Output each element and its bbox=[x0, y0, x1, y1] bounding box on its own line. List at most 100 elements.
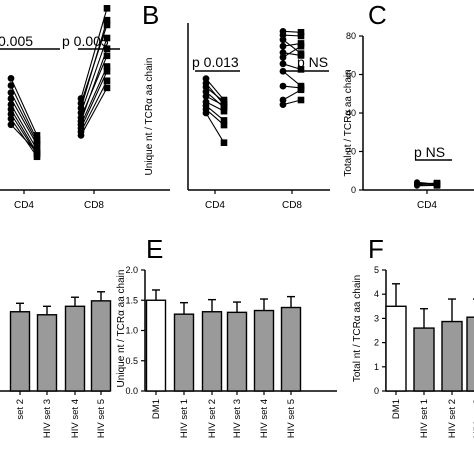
data-point-square bbox=[297, 96, 305, 104]
bar bbox=[226, 311, 248, 392]
pair-line bbox=[10, 78, 38, 136]
data-point-square bbox=[297, 52, 305, 59]
data-point-square bbox=[297, 42, 305, 50]
data-point-circle bbox=[7, 89, 15, 97]
data-point-square bbox=[103, 45, 111, 52]
bar bbox=[201, 311, 223, 392]
x-category-label: DM1 bbox=[151, 399, 162, 419]
pair-line bbox=[10, 108, 38, 154]
data-point-circle bbox=[279, 53, 287, 61]
pair-line bbox=[80, 20, 108, 109]
x-category-label: CD4 bbox=[14, 200, 34, 211]
p-value-label: p NS bbox=[414, 144, 445, 160]
data-point-circle bbox=[202, 92, 210, 100]
data-point-square bbox=[297, 86, 305, 94]
panel-letter: B bbox=[142, 0, 159, 30]
bar bbox=[413, 327, 435, 392]
pair-line bbox=[10, 104, 38, 150]
y-tick-label: 1.5 bbox=[125, 295, 138, 305]
y-tick-label: 20 bbox=[346, 147, 356, 157]
data-point-square bbox=[297, 66, 305, 73]
data-point-square bbox=[103, 34, 111, 42]
data-point-circle bbox=[202, 109, 210, 117]
x-category-label: CD8 bbox=[84, 200, 104, 211]
y-tick-label: 1 bbox=[374, 362, 379, 372]
data-point-square bbox=[103, 77, 111, 85]
pair-line bbox=[80, 55, 108, 118]
data-point-circle bbox=[7, 82, 15, 89]
bar bbox=[173, 313, 195, 392]
y-tick-label: 0.0 bbox=[125, 386, 138, 396]
x-category-label: HIV set 4 bbox=[259, 399, 270, 438]
bar bbox=[9, 311, 31, 392]
data-point-square bbox=[103, 67, 111, 75]
pair-line bbox=[80, 48, 108, 122]
data-point-circle bbox=[7, 110, 15, 118]
panel-letter: F bbox=[368, 234, 384, 264]
data-point-square bbox=[103, 52, 111, 60]
pair-line bbox=[10, 124, 38, 153]
y-axis-label: Total nt / TCRα aa chain bbox=[352, 275, 363, 382]
data-point-circle bbox=[7, 121, 15, 129]
y-tick-label: 4 bbox=[374, 289, 379, 299]
x-category-label: HIV set 1 bbox=[419, 399, 430, 438]
data-point-circle bbox=[279, 42, 287, 50]
data-point-square bbox=[297, 28, 305, 36]
x-category-label: DM1 bbox=[391, 399, 402, 419]
x-category-label: HIV set 3 bbox=[42, 399, 53, 438]
data-point-square bbox=[220, 98, 228, 106]
pair-line bbox=[80, 8, 108, 99]
y-tick-label: 5 bbox=[374, 265, 379, 275]
y-tick-label: 3 bbox=[374, 313, 379, 323]
pair-line bbox=[416, 181, 438, 185]
y-tick-label: 1.0 bbox=[125, 326, 138, 336]
data-point-square bbox=[33, 141, 41, 149]
data-point-square bbox=[103, 21, 111, 29]
bar bbox=[441, 320, 463, 392]
data-point-square bbox=[33, 153, 41, 161]
panel-letter: C bbox=[368, 0, 387, 30]
p-value-label: p 0.013 bbox=[192, 54, 239, 70]
pair-line bbox=[80, 87, 108, 136]
data-point-square bbox=[220, 121, 228, 129]
data-point-circle bbox=[414, 179, 420, 186]
y-tick-label: 80 bbox=[346, 31, 356, 41]
data-point-square bbox=[433, 180, 441, 188]
x-category-label: HIV set 3 bbox=[472, 399, 474, 438]
p-value-label: p NS bbox=[297, 54, 328, 70]
x-category-label: set 2 bbox=[15, 399, 26, 420]
pair-line bbox=[80, 37, 108, 113]
data-point-circle bbox=[279, 36, 287, 44]
y-tick-label: 0.5 bbox=[125, 356, 138, 366]
data-point-square bbox=[103, 5, 111, 12]
data-point-circle bbox=[7, 101, 15, 108]
y-axis-label: Unique nt / TCRα aa chain bbox=[116, 270, 127, 388]
x-category-label: HIV set 2 bbox=[447, 399, 458, 438]
data-point-square bbox=[220, 139, 228, 146]
pair-line bbox=[10, 92, 38, 143]
bar bbox=[64, 305, 86, 392]
data-point-circle bbox=[7, 74, 15, 82]
x-category-label: HIV set 5 bbox=[96, 399, 107, 438]
y-axis-label: Total nt / TCRα aa chain bbox=[343, 69, 354, 176]
data-point-circle bbox=[279, 60, 287, 68]
data-point-circle bbox=[7, 95, 15, 102]
p-value-label: 0.005 bbox=[0, 33, 33, 49]
pair-line bbox=[416, 183, 438, 186]
data-point-square bbox=[103, 84, 111, 92]
y-tick-label: 2 bbox=[374, 338, 379, 348]
data-point-circle bbox=[279, 67, 287, 75]
data-point-circle bbox=[7, 115, 15, 123]
x-category-label: HIV set 2 bbox=[207, 399, 218, 438]
marks-layer bbox=[7, 5, 474, 392]
x-category-label: HIV set 4 bbox=[70, 399, 81, 438]
panel-letter: E bbox=[146, 234, 163, 264]
y-tick-label: 60 bbox=[346, 70, 356, 80]
y-tick-label: 2.0 bbox=[125, 265, 138, 275]
x-category-label: CD4 bbox=[205, 200, 225, 211]
data-point-square bbox=[220, 117, 228, 124]
pair-line bbox=[10, 98, 38, 146]
y-tick-label: 40 bbox=[346, 108, 356, 118]
